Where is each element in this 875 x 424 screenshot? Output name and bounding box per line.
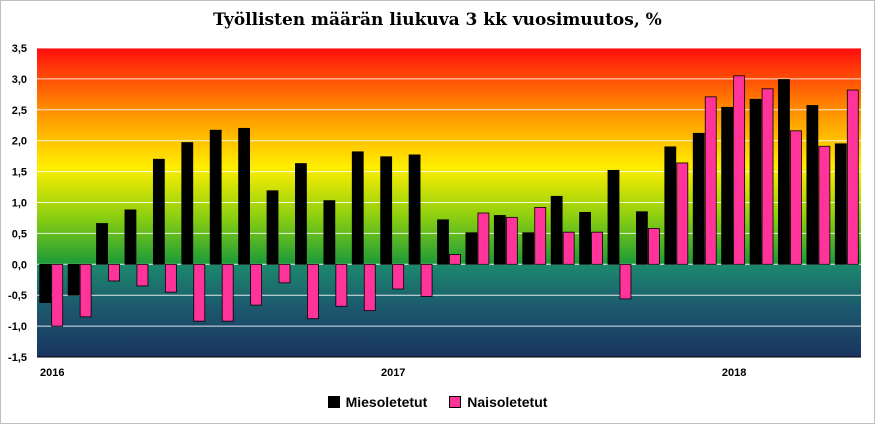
bar-naisoletetut: [790, 130, 802, 265]
chart-legend: Miesoletetut Naisoletetut: [0, 394, 875, 410]
bar-naisoletetut: [392, 263, 405, 290]
bar-naisoletetut: [818, 145, 831, 265]
bar-naisoletetut: [676, 162, 689, 265]
bar-miesoletetut: [380, 156, 393, 265]
bar-miesoletetut: [749, 98, 762, 265]
legend-label-men: Miesoletetut: [345, 394, 428, 410]
bar-miesoletetut: [96, 223, 108, 265]
bar-miesoletetut: [351, 151, 364, 265]
bar-naisoletetut: [846, 89, 859, 265]
bar-miesoletetut: [635, 211, 648, 265]
y-tick-label: 3,0: [12, 74, 27, 86]
y-tick-label: 0,5: [12, 228, 27, 240]
bar-naisoletetut: [79, 263, 92, 318]
bar-naisoletetut: [307, 263, 319, 320]
bar-miesoletetut: [721, 106, 734, 265]
bar-miesoletetut: [295, 163, 307, 265]
bar-naisoletetut: [449, 254, 461, 265]
bar-miesoletetut: [834, 143, 847, 265]
bar-naisoletetut: [704, 96, 717, 265]
bar-naisoletetut: [647, 228, 660, 265]
bar-naisoletetut: [534, 207, 547, 265]
bar-naisoletetut: [733, 75, 746, 265]
bar-naisoletetut: [505, 216, 518, 265]
bar-naisoletetut: [761, 88, 774, 265]
y-tick-label: 1,0: [12, 198, 27, 210]
bar-miesoletetut: [437, 219, 449, 265]
y-tick-label: -0,5: [8, 290, 27, 302]
bar-naisoletetut: [591, 231, 603, 265]
legend-item-women: Naisoletetut: [449, 394, 547, 410]
y-tick-label: 2,0: [12, 136, 27, 148]
bar-naisoletetut: [221, 263, 234, 322]
bar-miesoletetut: [238, 127, 251, 265]
x-tick-label: 2017: [381, 367, 405, 379]
bar-miesoletetut: [67, 263, 80, 296]
bar-miesoletetut: [579, 211, 591, 265]
bar-miesoletetut: [181, 142, 194, 265]
legend-swatch-women: [449, 396, 462, 408]
bar-miesoletetut: [465, 232, 478, 265]
x-tick-label: 2018: [722, 367, 746, 379]
bar-naisoletetut: [164, 263, 177, 293]
bar-miesoletetut: [408, 154, 421, 265]
bar-miesoletetut: [493, 215, 506, 265]
bar-naisoletetut: [278, 263, 291, 284]
bar-naisoletetut: [108, 263, 120, 282]
chart-title: Työllisten määrän liukuva 3 kk vuosimuut…: [213, 10, 662, 30]
legend-item-men: Miesoletetut: [327, 394, 428, 410]
legend-label-women: Naisoletetut: [467, 394, 548, 410]
bar-miesoletetut: [692, 132, 705, 265]
y-tick-label: 0,0: [12, 259, 27, 271]
bar-miesoletetut: [550, 195, 563, 265]
y-tick-label: -1,0: [8, 321, 27, 333]
bar-miesoletetut: [209, 129, 222, 265]
bar-naisoletetut: [51, 263, 64, 327]
bar-miesoletetut: [806, 105, 819, 265]
bar-naisoletetut: [363, 263, 376, 312]
y-tick-label: 3,5: [12, 43, 27, 55]
y-tick-label: 2,5: [12, 105, 27, 117]
bar-miesoletetut: [778, 79, 790, 265]
bar-naisoletetut: [420, 263, 433, 297]
bar-naisoletetut: [136, 263, 149, 287]
bar-naisoletetut: [477, 212, 490, 265]
legend-swatch-men: [327, 396, 340, 408]
bar-naisoletetut: [619, 263, 632, 300]
bar-naisoletetut: [562, 231, 575, 265]
bar-miesoletetut: [266, 190, 279, 265]
bar-miesoletetut: [152, 158, 165, 265]
bar-naisoletetut: [250, 263, 263, 306]
y-tick-label: -1,5: [8, 352, 27, 364]
bar-miesoletetut: [664, 146, 677, 265]
bar-miesoletetut: [124, 209, 137, 265]
plot-background-negative: [37, 264, 861, 357]
bar-naisoletetut: [335, 263, 348, 307]
bar-miesoletetut: [323, 200, 336, 265]
bar-naisoletetut: [193, 263, 206, 322]
bar-miesoletetut: [522, 232, 535, 265]
bar-miesoletetut: [607, 169, 620, 265]
x-tick-label: 2016: [40, 367, 64, 379]
y-tick-label: 1,5: [12, 167, 27, 179]
bar-miesoletetut: [39, 263, 52, 304]
